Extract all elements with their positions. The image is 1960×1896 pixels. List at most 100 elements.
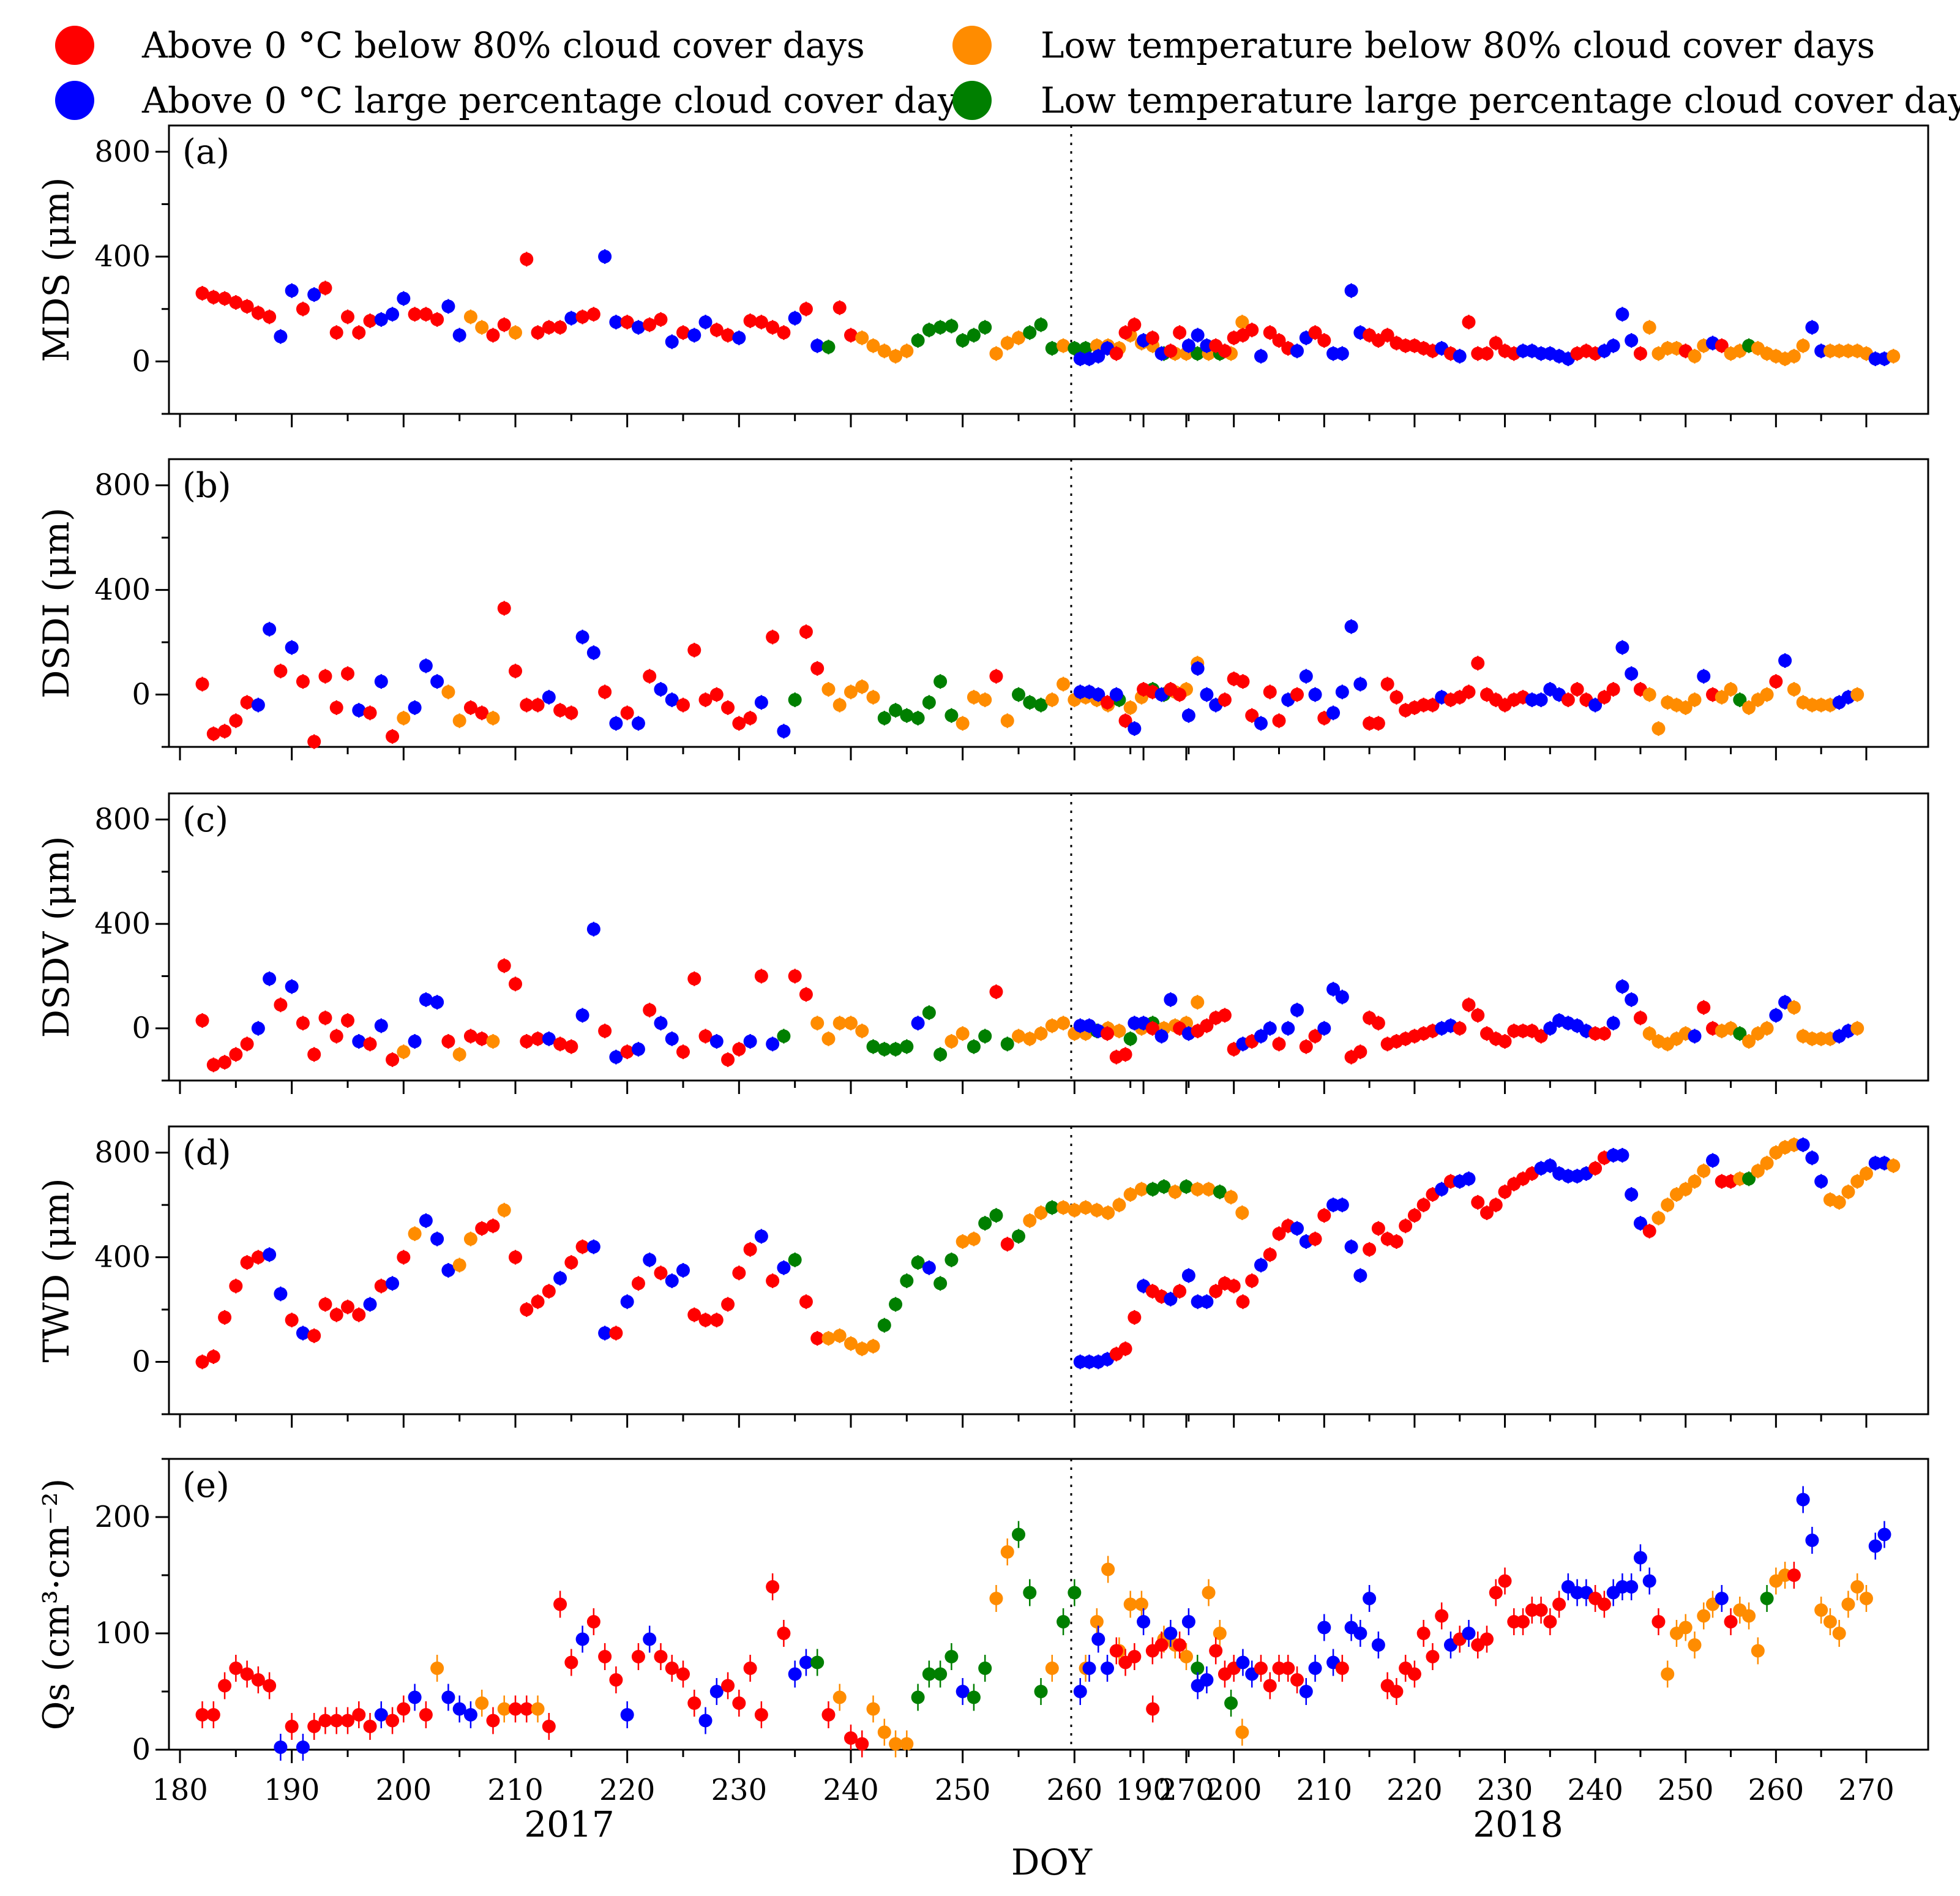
point-2017-green [911, 334, 925, 348]
point-2018-blue [1805, 1534, 1819, 1547]
point-2017-green [900, 1274, 914, 1288]
point-2017-red [609, 1673, 623, 1687]
point-2017-orange [956, 1027, 970, 1041]
point-2018-red [1480, 1632, 1494, 1646]
point-2017-orange [956, 716, 970, 730]
point-2017-red [329, 1714, 343, 1728]
point-2017-red [419, 1708, 433, 1722]
point-2018-red [1245, 708, 1259, 722]
point-2017-green [1123, 1032, 1137, 1046]
point-2017-green [922, 1667, 936, 1681]
point-2018-blue [1091, 349, 1105, 363]
point-2017-blue [564, 311, 578, 325]
point-2017-blue [263, 622, 277, 636]
point-2018-blue [1625, 334, 1639, 348]
point-2017-red [341, 310, 354, 324]
point-2017-orange [1191, 995, 1205, 1010]
panel-frame [168, 458, 1929, 748]
point-2017-red [206, 290, 220, 304]
point-2017-red [531, 1032, 545, 1046]
point-2018-orange [1642, 320, 1656, 334]
point-2017-red [408, 307, 422, 321]
point-2017-green [1068, 1586, 1082, 1600]
legend-marker-orange [952, 26, 992, 65]
point-2018-blue [1877, 1527, 1891, 1542]
point-2017-green [967, 328, 981, 342]
point-2017-red [643, 318, 657, 332]
point-2018-red [1697, 1000, 1711, 1014]
point-2017-red [497, 959, 511, 973]
point-2018-blue [1091, 1632, 1105, 1646]
point-2018-blue [1363, 1592, 1377, 1605]
point-2018-red [1317, 1208, 1331, 1223]
point-2017-orange [810, 1016, 825, 1030]
point-2018-red [1534, 1603, 1548, 1617]
point-2017-orange [1112, 1198, 1126, 1212]
point-2018-red [1489, 1586, 1503, 1600]
point-2018-red [1227, 1279, 1241, 1293]
point-2017-orange [1045, 693, 1059, 707]
point-2017-red [352, 1708, 366, 1722]
x-tick-label-2018: 270 [1838, 1773, 1895, 1807]
point-2018-red [1173, 326, 1187, 340]
point-2017-blue [386, 307, 400, 321]
point-2018-red [1552, 1597, 1566, 1611]
point-2017-green [967, 1040, 981, 1054]
point-2018-blue [1137, 1615, 1151, 1628]
point-2018-blue [1625, 1580, 1639, 1594]
y-tick-label: 800 [94, 468, 151, 503]
point-2017-blue [285, 980, 299, 994]
point-2017-red [486, 1219, 500, 1233]
point-2017-red [844, 328, 858, 342]
point-2017-orange [397, 711, 411, 725]
point-2017-green [1023, 695, 1037, 710]
point-2017-red [676, 326, 690, 340]
point-2017-blue [408, 1690, 422, 1704]
point-2017-orange [844, 1016, 858, 1030]
point-2017-blue [698, 315, 713, 329]
point-2017-green [989, 1208, 1003, 1223]
point-2018-orange [1751, 1644, 1765, 1658]
point-2017-green [933, 1276, 948, 1291]
point-2017-red [777, 1627, 791, 1640]
point-2018-orange [1887, 349, 1901, 363]
point-2018-blue [1254, 716, 1268, 730]
point-2018-red [1363, 1242, 1377, 1256]
panel-a: 0 400 800 (a) MDS (μm) [36, 124, 1929, 415]
point-2017-red [709, 688, 724, 702]
point-2017-red [195, 677, 209, 691]
point-2017-red [676, 698, 690, 712]
legend-marker-green [952, 81, 992, 120]
point-2018-blue [1615, 307, 1629, 321]
point-2017-blue [575, 1008, 589, 1022]
point-2017-red [251, 306, 265, 320]
point-2017-orange [1012, 1029, 1025, 1043]
point-2017-orange [1123, 700, 1137, 714]
point-2018-red [1471, 656, 1485, 670]
point-2018-blue [1625, 667, 1639, 681]
point-2018-blue [1335, 1198, 1349, 1212]
panel-label: (b) [182, 466, 231, 506]
point-2017-red [698, 693, 713, 707]
point-2017-orange [486, 1035, 500, 1049]
point-2018-red [1236, 1295, 1250, 1309]
point-2018-red [1245, 1274, 1259, 1288]
point-2018-blue [1543, 1159, 1557, 1173]
point-2018-red [1380, 328, 1394, 342]
point-2017-green [911, 711, 925, 725]
point-2017-red [296, 302, 310, 316]
point-2017-blue [799, 1655, 813, 1669]
point-2017-green [922, 1006, 936, 1020]
point-2017-green [1191, 347, 1205, 361]
point-2017-green [1157, 1180, 1171, 1194]
point-2018-red [1128, 1650, 1142, 1663]
point-2017-green [810, 1655, 825, 1669]
point-2017-red [520, 698, 534, 712]
point-2017-red [643, 1003, 657, 1017]
point-2017-green [1000, 1037, 1014, 1051]
point-2017-green [944, 319, 959, 333]
point-2017-green [1012, 1527, 1025, 1542]
point-2018-red [1145, 1021, 1159, 1035]
point-2018-blue [1299, 669, 1313, 683]
point-2017-blue [542, 1032, 556, 1046]
